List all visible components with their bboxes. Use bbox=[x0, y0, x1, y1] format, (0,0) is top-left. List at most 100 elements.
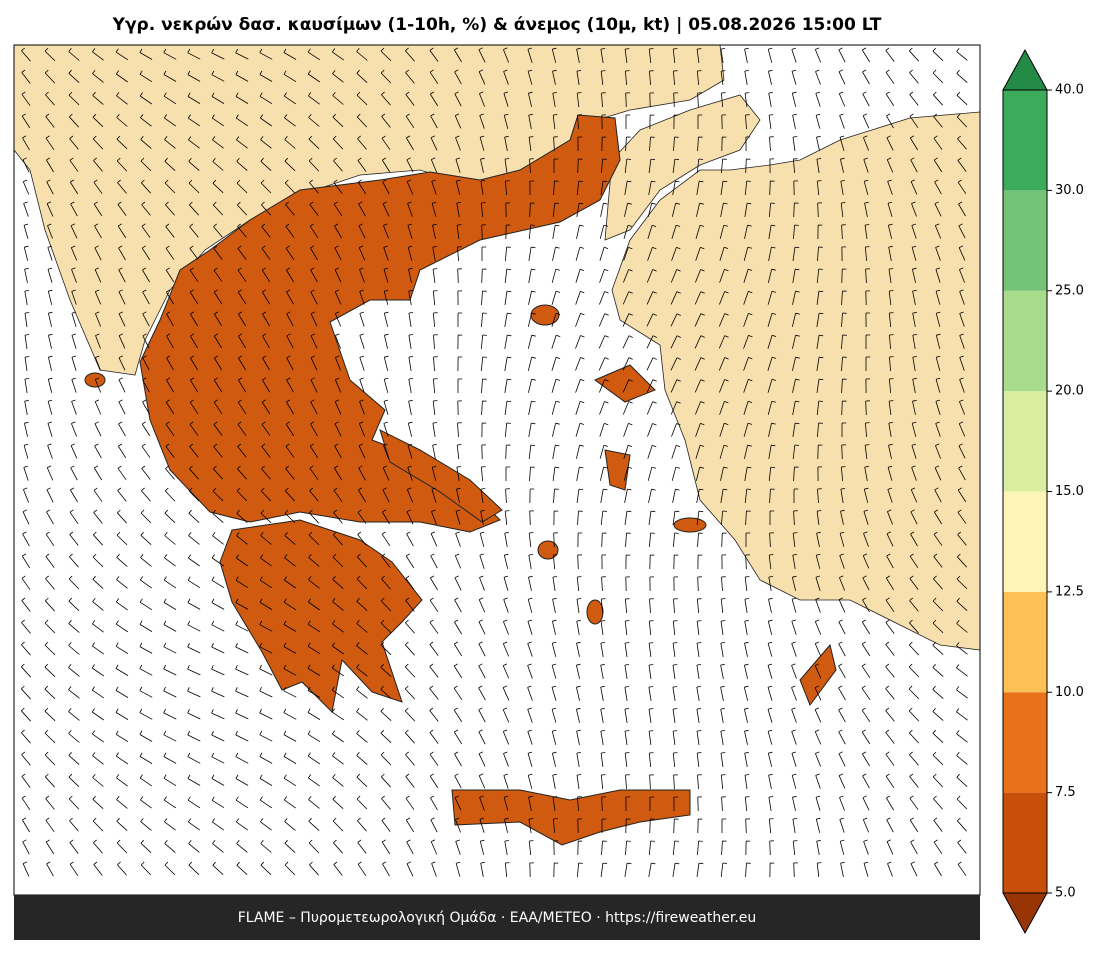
wind-barb bbox=[743, 400, 753, 415]
wind-barb bbox=[71, 333, 77, 349]
wind-barb bbox=[189, 377, 199, 393]
wind-barb bbox=[839, 135, 845, 151]
wind-barb bbox=[332, 752, 344, 765]
wind-barb bbox=[189, 289, 199, 305]
wind-barb bbox=[552, 619, 557, 635]
wind-barb bbox=[935, 421, 941, 437]
wind-barb bbox=[383, 443, 389, 459]
wind-barb bbox=[334, 267, 342, 283]
wind-barb bbox=[933, 575, 943, 590]
wind-barb bbox=[408, 399, 413, 415]
wind-barb bbox=[601, 92, 606, 108]
wind-barb bbox=[235, 796, 249, 809]
wind-barb bbox=[505, 488, 510, 504]
wind-barb bbox=[577, 796, 582, 812]
wind-barb bbox=[453, 685, 463, 701]
wind-barb bbox=[623, 269, 633, 283]
wind-barb bbox=[189, 311, 199, 327]
wind-barb bbox=[93, 861, 103, 876]
wind-barb bbox=[481, 422, 487, 438]
wind-barb bbox=[935, 289, 941, 305]
wind-barb bbox=[625, 774, 630, 790]
wind-barb bbox=[865, 312, 871, 328]
wind-barb bbox=[454, 619, 462, 635]
wind-barb bbox=[408, 334, 414, 349]
wind-barb bbox=[309, 201, 319, 216]
wind-barb bbox=[187, 752, 201, 764]
wind-barb bbox=[697, 818, 703, 834]
wind-barb bbox=[213, 399, 223, 415]
wind-barb bbox=[117, 465, 127, 480]
wind-barb bbox=[188, 487, 200, 502]
wind-barb bbox=[601, 532, 607, 548]
wind-barb bbox=[381, 531, 391, 547]
corfu bbox=[84, 372, 106, 388]
wind-barb bbox=[551, 268, 561, 283]
wind-barb bbox=[910, 509, 918, 525]
wind-barb bbox=[933, 135, 943, 150]
wind-barb bbox=[767, 707, 773, 723]
wind-barb bbox=[648, 158, 656, 173]
wind-barb bbox=[576, 729, 581, 745]
wind-barb bbox=[743, 291, 753, 305]
wind-barb bbox=[576, 488, 584, 503]
rhodes bbox=[799, 643, 837, 707]
wind-barb bbox=[92, 48, 104, 61]
wind-barb bbox=[115, 70, 128, 83]
wind-barb bbox=[22, 531, 30, 547]
wind-barb bbox=[648, 48, 654, 64]
wind-barb bbox=[505, 466, 511, 481]
wind-barb bbox=[599, 444, 609, 459]
wind-barb bbox=[358, 245, 366, 261]
wind-barb bbox=[552, 422, 560, 437]
wind-barb bbox=[528, 575, 533, 591]
wind-barb bbox=[670, 269, 681, 283]
wind-barb bbox=[814, 685, 822, 701]
wind-barb bbox=[259, 48, 273, 60]
wind-barb bbox=[601, 114, 607, 130]
wind-barb bbox=[625, 554, 631, 570]
wind-barb bbox=[744, 180, 751, 196]
wind-barb bbox=[262, 355, 270, 371]
wind-barb bbox=[310, 289, 318, 305]
wind-barb bbox=[237, 245, 247, 260]
wind-barb bbox=[646, 379, 657, 393]
wind-barb bbox=[815, 773, 821, 789]
wind-barb bbox=[959, 267, 965, 283]
wind-barb bbox=[504, 840, 509, 855]
naxos bbox=[586, 599, 604, 625]
wind-barb bbox=[284, 136, 296, 149]
wind-barb bbox=[791, 685, 797, 701]
wind-barb bbox=[140, 114, 152, 127]
wind-barb bbox=[956, 664, 968, 677]
wind-barb bbox=[601, 818, 607, 833]
wind-barb bbox=[236, 179, 248, 194]
wind-barb bbox=[455, 531, 461, 547]
wind-barb bbox=[480, 488, 486, 503]
wind-barb bbox=[381, 113, 391, 128]
wind-barb bbox=[309, 443, 319, 459]
wind-barb bbox=[92, 575, 104, 589]
wind-barb bbox=[551, 356, 561, 371]
wind-barb bbox=[841, 312, 847, 328]
wind-barb bbox=[792, 290, 800, 305]
wind-barb bbox=[259, 620, 273, 632]
wind-barb bbox=[68, 575, 80, 590]
wind-barb bbox=[68, 730, 80, 743]
wind-barb bbox=[331, 730, 344, 743]
wind-barb bbox=[333, 487, 343, 502]
wind-barb bbox=[406, 861, 414, 877]
wind-barb bbox=[238, 355, 246, 371]
wind-barb bbox=[163, 576, 177, 589]
wind-barb bbox=[380, 663, 392, 677]
wind-barb bbox=[551, 400, 561, 415]
wind-barb bbox=[189, 421, 199, 436]
wind-barb bbox=[745, 158, 751, 174]
wind-barb bbox=[118, 311, 126, 327]
wind-barb bbox=[283, 752, 297, 764]
wind-barb bbox=[433, 312, 438, 328]
wind-barb bbox=[839, 575, 845, 591]
wind-barb bbox=[21, 113, 31, 129]
wind-barb bbox=[625, 840, 631, 856]
wind-barb bbox=[235, 114, 249, 127]
